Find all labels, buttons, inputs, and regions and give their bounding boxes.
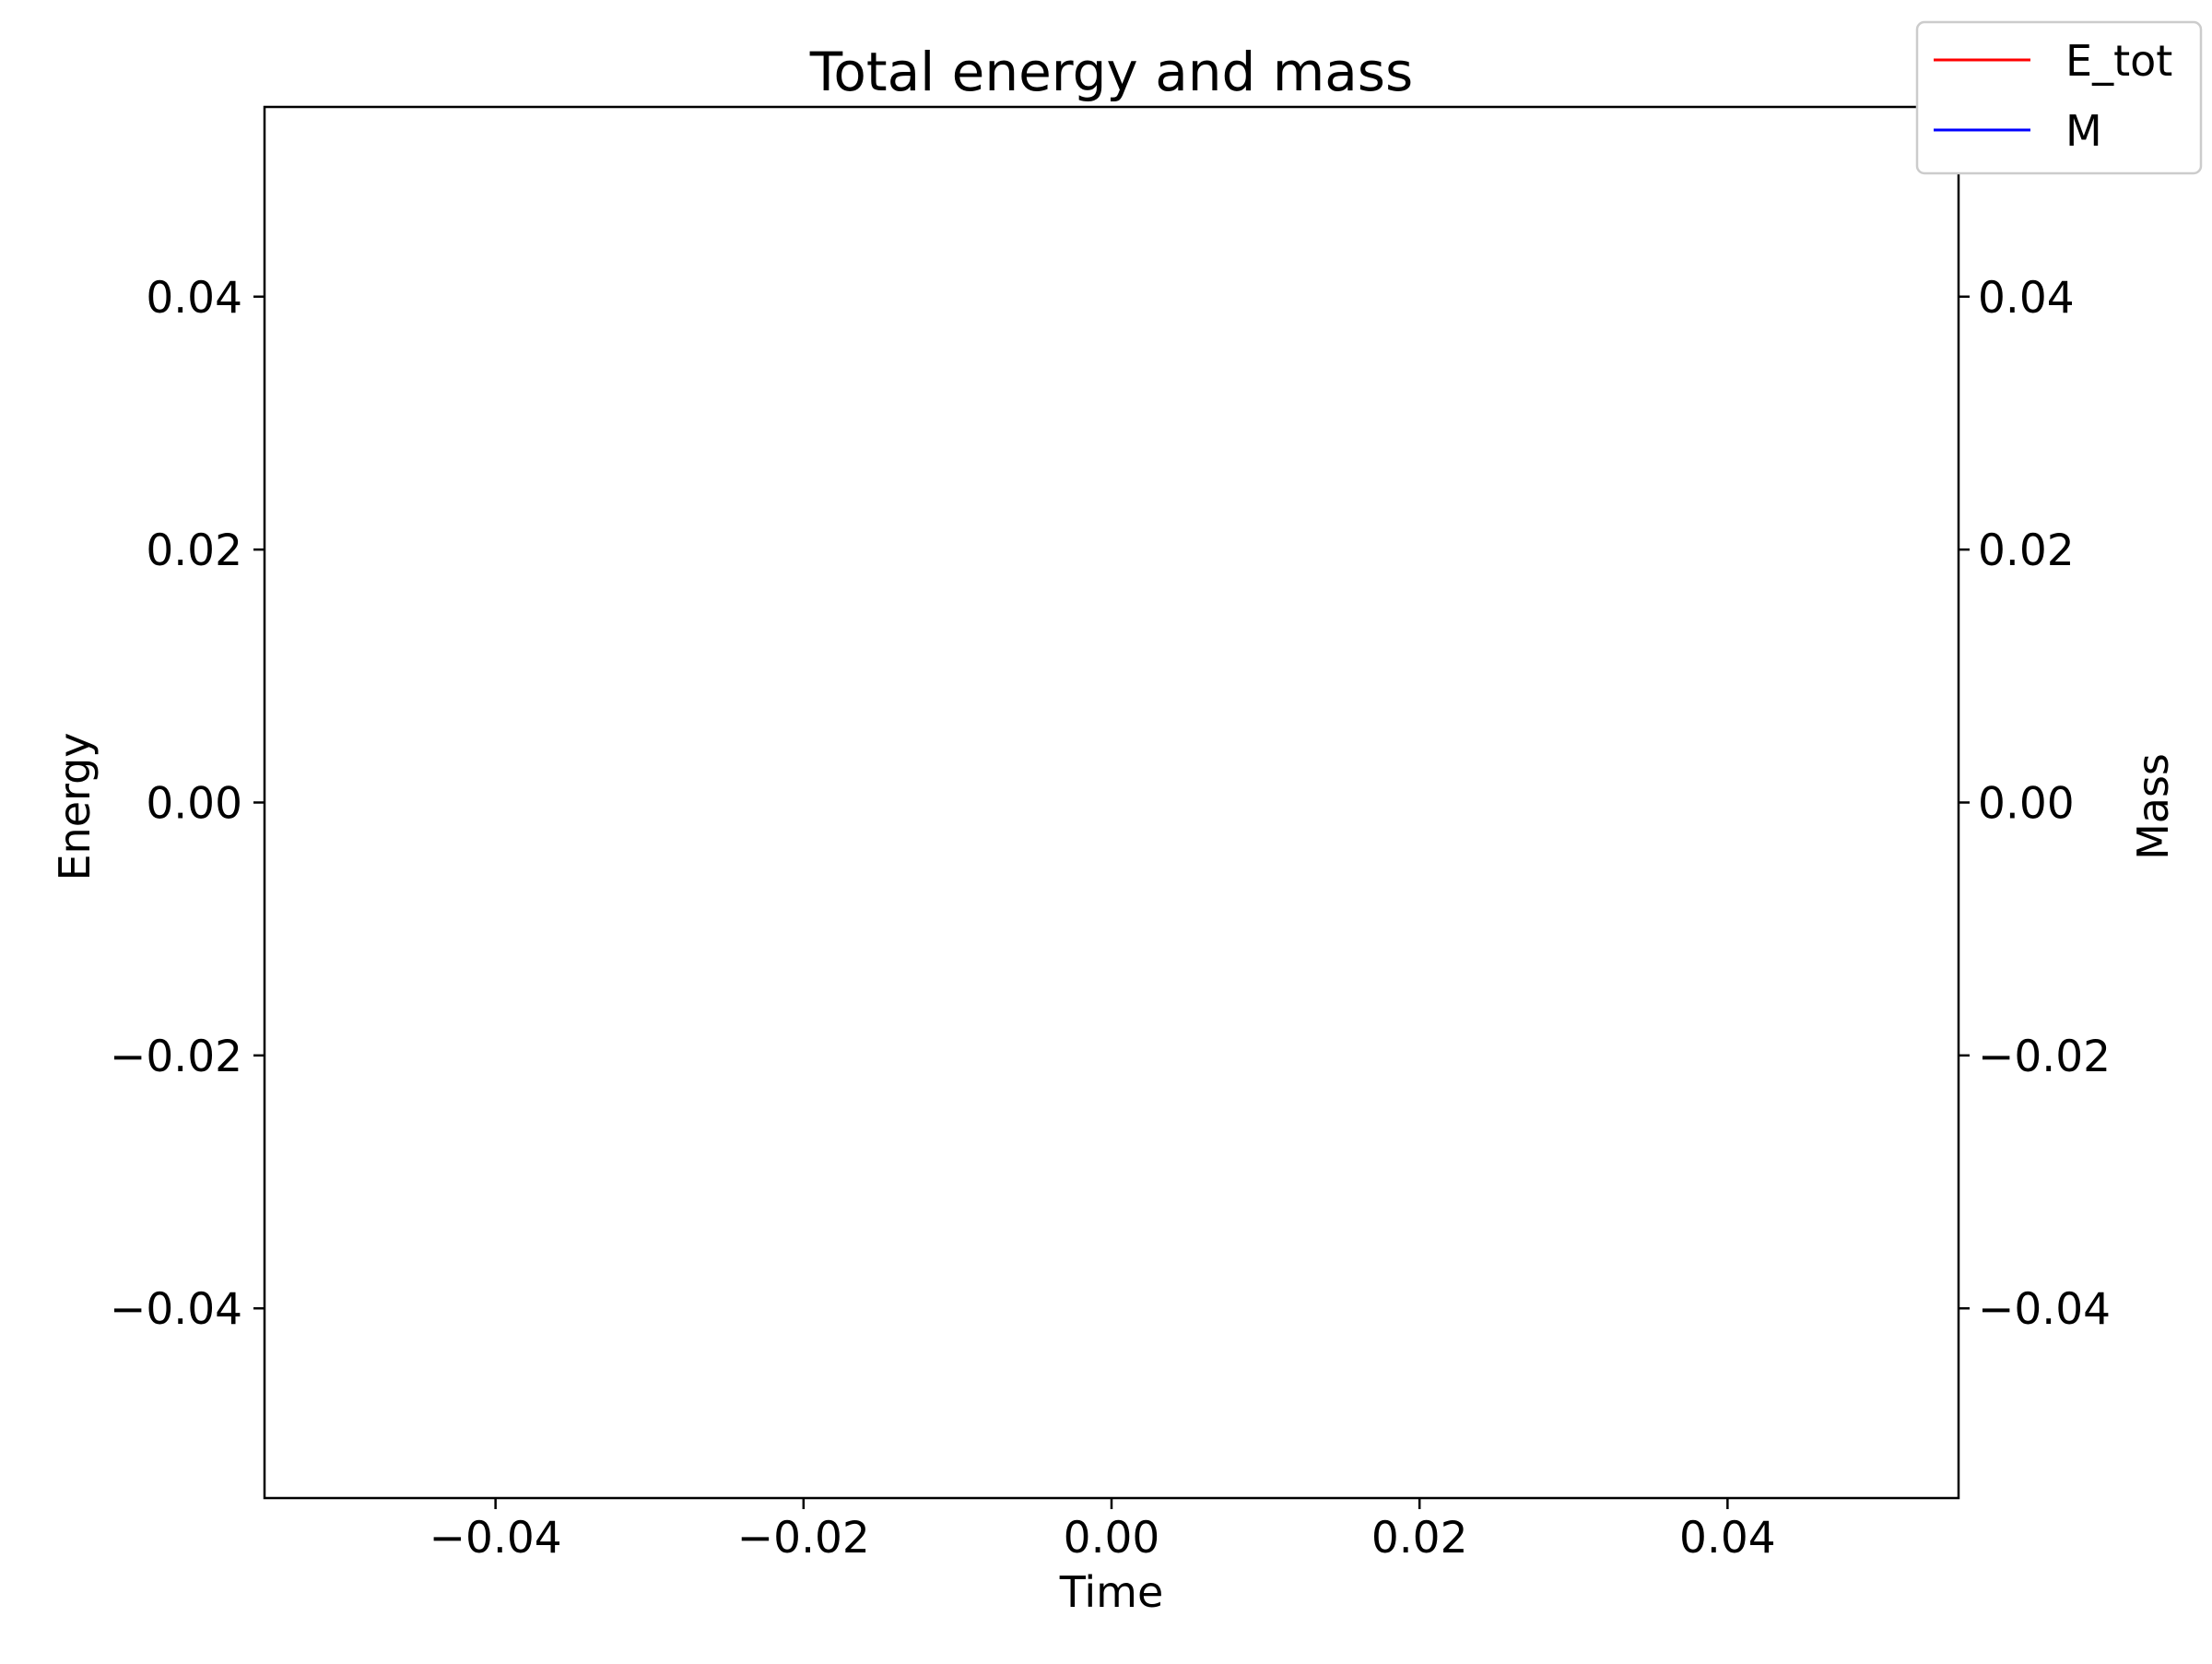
legend: E_tot M (1915, 20, 2203, 175)
y-left-tick-label: 0.02 (146, 525, 242, 576)
y-right-tick-label: −0.04 (1978, 1284, 2111, 1335)
chart-title: Total energy and mass (809, 41, 1413, 103)
legend-label-e-tot: E_tot (2065, 36, 2172, 86)
y-right-tick-label: −0.02 (1978, 1032, 2111, 1082)
y-right-tick-label: 0.00 (1978, 779, 2075, 830)
y-axis-left-label: Energy (50, 732, 100, 880)
x-tick-label: −0.04 (429, 1513, 562, 1564)
y-axis-right-ticks: −0.04 −0.02 0.00 0.02 0.04 (1959, 273, 2111, 1335)
y-left-tick-label: −0.02 (110, 1032, 242, 1082)
y-right-tick-label: 0.02 (1978, 525, 2075, 576)
y-right-tick-label: 0.04 (1978, 273, 2075, 324)
y-axis-right-label: Mass (2128, 753, 2178, 860)
y-left-tick-label: 0.00 (146, 779, 242, 830)
x-tick-label: 0.04 (1679, 1513, 1776, 1564)
legend-label-m: M (2065, 106, 2102, 156)
x-tick-label: 0.00 (1064, 1513, 1160, 1564)
x-tick-label: 0.02 (1371, 1513, 1468, 1564)
y-left-tick-label: 0.04 (146, 273, 242, 324)
x-axis-label: Time (1059, 1567, 1164, 1617)
x-tick-label: −0.02 (737, 1513, 870, 1564)
x-axis-ticks: −0.04 −0.02 0.00 0.02 0.04 (429, 1498, 1776, 1564)
y-left-tick-label: −0.04 (110, 1284, 242, 1335)
y-axis-left-ticks: −0.04 −0.02 0.00 0.02 0.04 (110, 273, 265, 1335)
